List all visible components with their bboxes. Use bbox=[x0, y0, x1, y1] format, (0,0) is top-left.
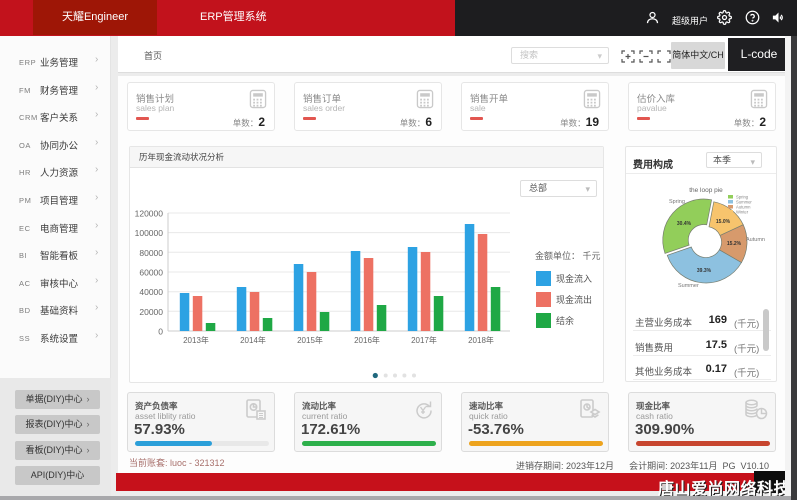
svg-text:Winter: Winter bbox=[736, 210, 749, 215]
svg-text:Autumn: Autumn bbox=[746, 237, 765, 243]
svg-text:Summer: Summer bbox=[736, 200, 752, 205]
svg-text:Autumn: Autumn bbox=[736, 205, 751, 210]
svg-text:40000: 40000 bbox=[139, 287, 163, 297]
svg-text:0: 0 bbox=[158, 327, 163, 337]
svg-text:2015年: 2015年 bbox=[297, 335, 323, 345]
svg-text:2016年: 2016年 bbox=[354, 335, 380, 345]
svg-text:30.4%: 30.4% bbox=[677, 221, 692, 227]
svg-text:金额单位： 千元: 金额单位： 千元 bbox=[535, 250, 601, 261]
svg-text:39.3%: 39.3% bbox=[697, 268, 712, 274]
svg-text:2014年: 2014年 bbox=[240, 335, 266, 345]
svg-text:80000: 80000 bbox=[139, 248, 163, 258]
svg-text:60000: 60000 bbox=[139, 268, 163, 278]
svg-text:Spring: Spring bbox=[736, 195, 749, 200]
svg-text:15.2%: 15.2% bbox=[727, 241, 742, 247]
svg-text:2018年: 2018年 bbox=[468, 335, 494, 345]
svg-text:Spring: Spring bbox=[669, 199, 685, 205]
svg-text:15.0%: 15.0% bbox=[716, 219, 731, 225]
svg-text:结余: 结余 bbox=[556, 315, 574, 326]
svg-text:现金流入: 现金流入 bbox=[556, 273, 592, 284]
svg-text:现金流出: 现金流出 bbox=[556, 294, 592, 305]
svg-text:20000: 20000 bbox=[139, 307, 163, 317]
svg-text:2017年: 2017年 bbox=[411, 335, 437, 345]
svg-text:2013年: 2013年 bbox=[183, 335, 209, 345]
svg-text:Summer: Summer bbox=[678, 283, 699, 289]
svg-text:120000: 120000 bbox=[135, 209, 164, 219]
svg-text:the loop pie: the loop pie bbox=[689, 187, 723, 194]
svg-text:100000: 100000 bbox=[135, 228, 164, 238]
